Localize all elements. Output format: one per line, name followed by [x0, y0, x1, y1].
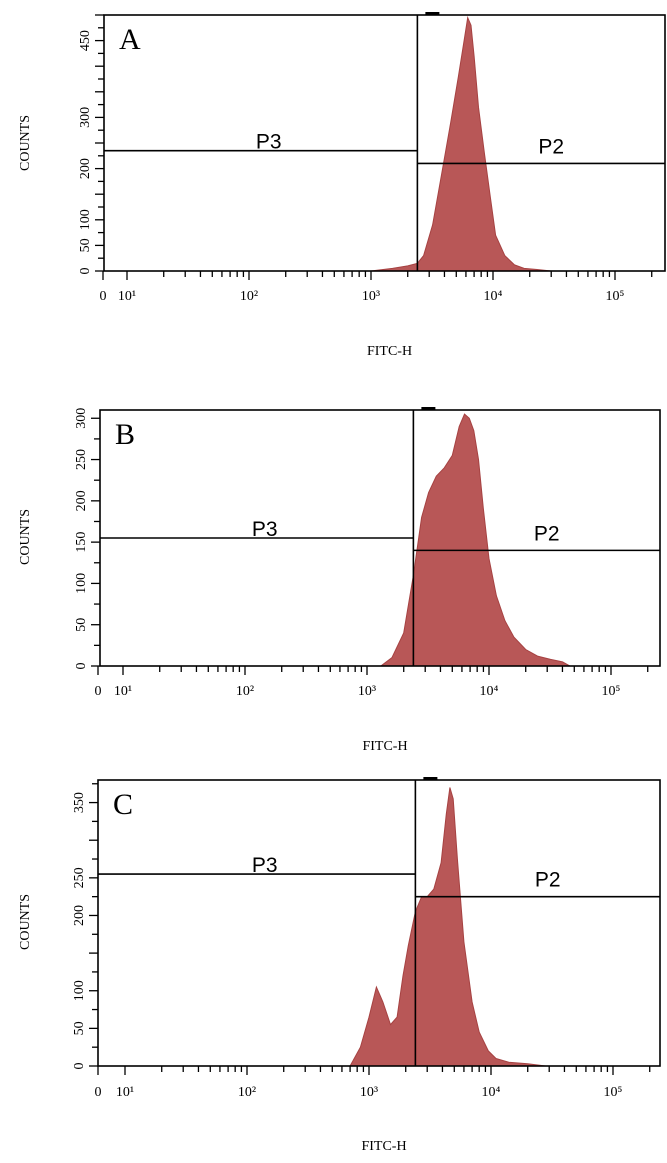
x-tick-label: 10³: [360, 1085, 378, 1100]
x-axis-label: FITC-H: [367, 344, 412, 359]
x-tick-label: 10¹: [116, 1085, 134, 1100]
x-tick-label: 0: [100, 289, 107, 304]
y-tick-label: 200: [72, 905, 87, 926]
gate-label-p3: P3: [252, 518, 278, 541]
y-tick-label: 100: [72, 980, 87, 1001]
y-axis-label: COUNTS: [18, 509, 33, 565]
y-tick-label: 300: [78, 107, 93, 128]
y-tick-label: 100: [78, 209, 93, 230]
histogram-area: [370, 15, 552, 272]
gate-label-p2: P2: [538, 135, 564, 158]
y-tick-label: 350: [72, 792, 87, 813]
panel-letter: B: [115, 418, 135, 451]
x-tick-label: 10⁴: [482, 1085, 501, 1100]
panel-letter: C: [113, 788, 133, 821]
y-tick-label: 250: [72, 867, 87, 888]
histogram-area: [349, 787, 546, 1067]
gate-label-p3: P3: [256, 131, 282, 154]
plot-frame: [97, 779, 661, 1067]
gate-handle: [425, 12, 440, 15]
gate-label-p3: P3: [252, 854, 278, 877]
y-tick-label: 100: [74, 573, 89, 594]
x-tick-label: 10²: [240, 289, 258, 304]
x-tick-label: 10²: [236, 684, 254, 699]
gate-handle: [423, 777, 438, 780]
y-tick-label: 450: [78, 30, 93, 51]
y-tick-label: 300: [74, 408, 89, 429]
y-tick-label: 50: [78, 238, 93, 252]
x-tick-label: 10³: [362, 289, 380, 304]
x-tick-label: 0: [95, 684, 102, 699]
gate-handle: [421, 407, 436, 410]
plot-frame: [103, 14, 666, 272]
x-tick-label: 10¹: [118, 289, 136, 304]
y-tick-label: 0: [78, 268, 93, 275]
y-tick-label: 150: [74, 532, 89, 553]
histogram-area: [379, 413, 572, 667]
x-tick-label: 0: [95, 1085, 102, 1100]
x-tick-label: 10²: [238, 1085, 256, 1100]
x-axis-label: FITC-H: [361, 1139, 406, 1154]
x-tick-label: 10¹: [114, 684, 132, 699]
y-tick-label: 0: [74, 663, 89, 670]
chart-panel-a: P3 P2 A 0 10¹ 10² 10³ 10⁴ 10⁵ 0 50 100 200 300 450 FITC…: [18, 12, 666, 359]
y-axis-label: COUNTS: [18, 894, 33, 950]
x-tick-label: 10⁵: [604, 1085, 623, 1100]
y-tick-label: 50: [74, 618, 89, 632]
panel-letter: A: [119, 23, 141, 56]
y-axis-label: COUNTS: [18, 115, 33, 171]
x-tick-label: 10³: [358, 684, 376, 699]
x-tick-label: 10⁵: [602, 684, 621, 699]
x-tick-label: 10⁴: [480, 684, 499, 699]
chart-panel-c: P3 P2 C 0 10¹ 10² 10³ 10⁴ 10⁵ 0 50 100 200 250 350 FITC…: [18, 777, 661, 1154]
y-tick-label: 200: [78, 158, 93, 179]
y-tick-label: 0: [72, 1063, 87, 1070]
y-tick-label: 250: [74, 449, 89, 470]
y-tick-label: 50: [72, 1021, 87, 1035]
x-tick-label: 10⁴: [484, 289, 503, 304]
gate-label-p2: P2: [535, 869, 561, 892]
gate-label-p2: P2: [534, 522, 560, 545]
chart-panel-b: P3 P2 B 0 10¹ 10² 10³ 10⁴ 10⁵ 0 50 100 150 200 250 300 F…: [18, 407, 661, 754]
x-axis-label: FITC-H: [362, 739, 407, 754]
y-tick-label: 200: [74, 490, 89, 511]
x-tick-label: 10⁵: [606, 289, 625, 304]
